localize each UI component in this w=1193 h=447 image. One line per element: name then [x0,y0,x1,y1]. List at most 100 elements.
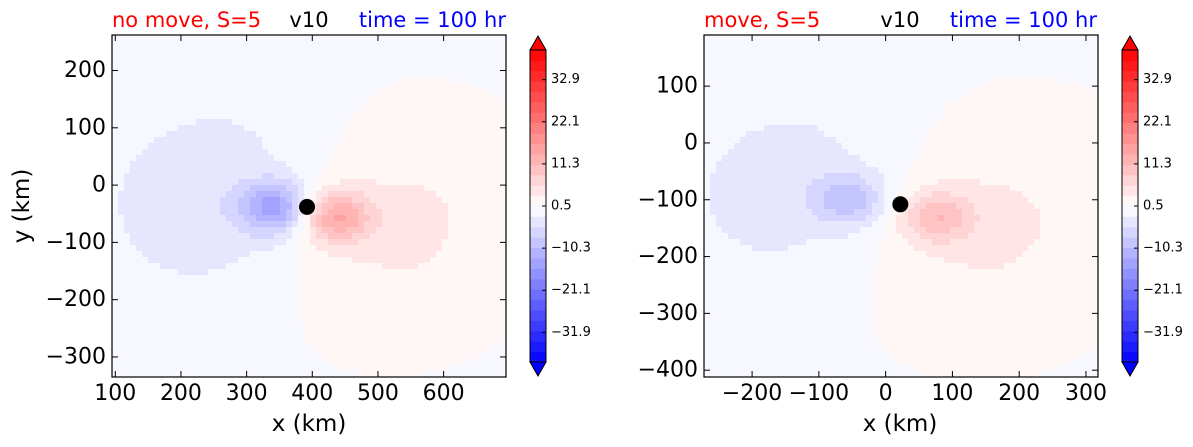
heatmap-cell [746,89,753,96]
heatmap-cell [256,341,263,348]
heatmap-cell [166,107,173,114]
heatmap-cell [484,65,491,72]
heatmap-cell [280,107,287,114]
heatmap-cell [256,281,263,288]
heatmap-cell [346,365,353,372]
heatmap-cell [442,227,449,234]
heatmap-cell [436,113,443,120]
heatmap-cell [908,125,915,132]
heatmap-cell [208,281,215,288]
heatmap-cell [178,233,185,240]
heatmap-cell [310,287,317,294]
heatmap-cell [196,149,203,156]
heatmap-cell [358,53,365,60]
heatmap-cell [406,125,413,132]
heatmap-cell [812,41,819,48]
heatmap-cell [442,335,449,342]
heatmap-cell [496,251,503,258]
heatmap-cell [310,341,317,348]
heatmap-cell [388,71,395,78]
heatmap-cell [322,257,329,264]
heatmap-cell [418,191,425,198]
heatmap-cell [346,161,353,168]
heatmap-cell [752,65,759,72]
heatmap-cell [166,35,173,42]
heatmap-cell [370,371,377,377]
heatmap-cell [388,173,395,180]
heatmap-cell [274,119,281,126]
heatmap-cell [412,347,419,354]
heatmap-cell [454,191,461,198]
heatmap-cell [890,113,897,120]
heatmap-cell [160,263,167,270]
heatmap-cell [310,77,317,84]
heatmap-cell [118,269,125,276]
heatmap-cell [130,113,137,120]
heatmap-cell [268,161,275,168]
heatmap-cell [430,185,437,192]
heatmap-cell [424,293,431,300]
heatmap-cell [214,77,221,84]
heatmap-cell [968,107,975,114]
heatmap-cell [340,269,347,276]
heatmap-cell [704,53,711,60]
panel1-colorbar-tick-label: 22.1 [551,114,580,129]
heatmap-cell [112,59,119,66]
heatmap-cell [358,35,365,42]
heatmap-cell [286,173,293,180]
heatmap-cell [166,161,173,168]
heatmap-cell [998,65,1005,72]
heatmap-cell [136,329,143,336]
heatmap-cell [184,53,191,60]
heatmap-cell [382,149,389,156]
heatmap-cell [262,269,269,276]
heatmap-cell [484,173,491,180]
heatmap-cell [118,137,125,144]
heatmap-cell [466,167,473,174]
heatmap-cell [148,35,155,42]
heatmap-cell [148,347,155,354]
heatmap-cell [1034,125,1041,132]
heatmap-cell [154,233,161,240]
heatmap-cell [226,137,233,144]
heatmap-cell [484,269,491,276]
heatmap-cell [322,275,329,282]
heatmap-cell [704,59,711,66]
heatmap-cell [884,101,891,108]
heatmap-cell [142,365,149,372]
heatmap-cell [454,209,461,216]
heatmap-cell [938,41,945,48]
heatmap-cell [376,251,383,258]
heatmap-cell [130,47,137,54]
heatmap-cell [208,89,215,96]
heatmap-cell [394,347,401,354]
heatmap-cell [376,245,383,252]
heatmap-cell [280,251,287,258]
heatmap-cell [310,71,317,78]
heatmap-cell [484,275,491,282]
heatmap-cell [472,353,479,360]
heatmap-cell [418,287,425,294]
heatmap-cell [262,233,269,240]
heatmap-cell [496,227,503,234]
heatmap-cell [370,251,377,258]
heatmap-cell [394,371,401,377]
heatmap-cell [484,143,491,150]
heatmap-cell [460,287,467,294]
heatmap-cell [160,359,167,366]
heatmap-cell [752,131,759,138]
heatmap-cell [214,197,221,204]
heatmap-cell [764,107,771,114]
heatmap-cell [274,131,281,138]
heatmap-cell [112,353,119,360]
heatmap-cell [896,71,903,78]
heatmap-cell [322,227,329,234]
heatmap-cell [292,347,299,354]
heatmap-cell [292,53,299,60]
heatmap-cell [962,89,969,96]
heatmap-cell [136,263,143,270]
heatmap-cell [346,329,353,336]
heatmap-cell [130,251,137,258]
heatmap-cell [124,341,131,348]
colorbar-segment [530,50,546,61]
